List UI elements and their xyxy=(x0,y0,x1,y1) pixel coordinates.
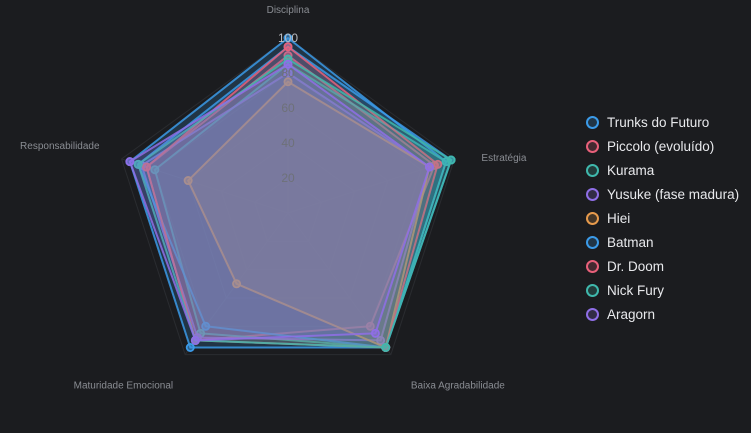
legend-label: Yusuke (fase madura) xyxy=(607,186,740,202)
axis-label: Responsabilidade xyxy=(20,141,100,152)
grid-ring-40 xyxy=(220,142,356,271)
data-point[interactable] xyxy=(283,59,293,69)
series-3 xyxy=(150,59,451,352)
grid-ring-20 xyxy=(254,177,322,242)
data-point[interactable] xyxy=(424,162,434,172)
data-point[interactable] xyxy=(283,33,293,43)
legend-label: Piccolo (evoluído) xyxy=(607,138,715,154)
data-point[interactable] xyxy=(365,321,375,331)
legend-item[interactable]: Nick Fury xyxy=(586,278,739,302)
series-area xyxy=(128,63,431,342)
legend-item[interactable]: Yusuke (fase madura) xyxy=(586,182,739,206)
axis-label: Baixa Agradabilidade xyxy=(411,381,505,392)
grid-ring-60 xyxy=(187,107,389,299)
data-point[interactable] xyxy=(133,159,143,169)
axis-label: Disciplina xyxy=(267,5,310,16)
legend-label: Trunks do Futuro xyxy=(607,114,710,130)
series-5 xyxy=(183,77,434,352)
legend-label: Aragorn xyxy=(607,306,656,322)
tick-label: 20 xyxy=(281,171,295,185)
data-point[interactable] xyxy=(283,77,293,87)
data-point[interactable] xyxy=(370,328,380,338)
legend-item[interactable]: Kurama xyxy=(586,158,739,182)
tick-label: 40 xyxy=(281,136,295,150)
data-point[interactable] xyxy=(283,68,293,78)
data-point[interactable] xyxy=(201,321,211,331)
data-point[interactable] xyxy=(376,335,386,345)
data-point[interactable] xyxy=(125,157,135,167)
data-point[interactable] xyxy=(381,342,391,352)
data-point[interactable] xyxy=(185,342,195,352)
tick-label: 100 xyxy=(278,31,298,45)
radar-areas xyxy=(125,33,456,352)
legend-swatch xyxy=(586,211,599,225)
legend-label: Batman xyxy=(607,234,654,250)
data-point[interactable] xyxy=(183,176,193,186)
tick-label: 60 xyxy=(281,101,295,115)
legend-swatch xyxy=(586,283,599,297)
series-area xyxy=(137,58,453,349)
legend-swatch xyxy=(586,139,599,153)
data-point[interactable] xyxy=(232,279,242,289)
data-point[interactable] xyxy=(433,159,443,169)
grid-ring-100 xyxy=(120,37,456,356)
tick-label: 80 xyxy=(281,66,295,80)
series-9 xyxy=(125,59,434,345)
series-area xyxy=(187,80,431,349)
legend-swatch xyxy=(586,235,599,249)
data-point[interactable] xyxy=(142,162,152,172)
legend-swatch xyxy=(586,163,599,177)
legend-label: Nick Fury xyxy=(607,282,664,298)
legend-item[interactable]: Batman xyxy=(586,230,739,254)
legend-item[interactable]: Dr. Doom xyxy=(586,254,739,278)
data-point[interactable] xyxy=(283,42,293,52)
legend-swatch xyxy=(586,115,599,129)
legend-label: Dr. Doom xyxy=(607,258,665,274)
legend-item[interactable]: Piccolo (evoluído) xyxy=(586,134,739,158)
data-point[interactable] xyxy=(150,165,160,175)
grid-ring-80 xyxy=(154,72,422,327)
legend-label: Kurama xyxy=(607,162,655,178)
axis-label: Estratégia xyxy=(481,153,526,164)
legend-swatch xyxy=(586,259,599,273)
data-point[interactable] xyxy=(446,155,456,165)
legend-label: Hiei xyxy=(607,210,631,226)
legend-swatch xyxy=(586,187,599,201)
legend-item[interactable]: Hiei xyxy=(586,206,739,230)
axis-label: Maturidade Emocional xyxy=(74,381,174,392)
legend-swatch xyxy=(586,307,599,321)
legend-item[interactable]: Trunks do Futuro xyxy=(586,110,739,134)
legend-item[interactable]: Aragorn xyxy=(586,302,739,326)
data-point[interactable] xyxy=(190,335,200,345)
axis-labels: Disciplina Estratégia Baixa Agradabilidade… xyxy=(20,5,527,392)
series-7 xyxy=(142,42,443,352)
radial-ticks: 20 40 60 80 100 xyxy=(278,31,298,185)
legend: Trunks do Futuro Piccolo (evoluído) Kurama… xyxy=(586,110,739,326)
series-area xyxy=(153,63,448,349)
